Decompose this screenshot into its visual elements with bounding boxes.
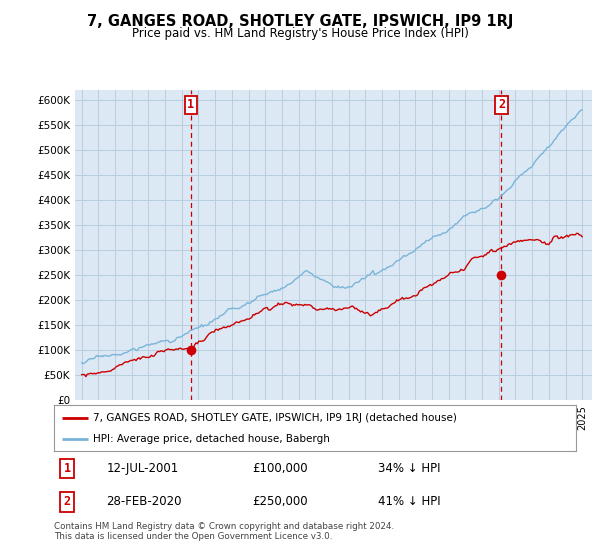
Text: 1: 1 [64,462,71,475]
Text: 2: 2 [64,496,71,508]
Text: Contains HM Land Registry data © Crown copyright and database right 2024.
This d: Contains HM Land Registry data © Crown c… [54,522,394,542]
Text: HPI: Average price, detached house, Babergh: HPI: Average price, detached house, Babe… [93,435,330,444]
Text: 7, GANGES ROAD, SHOTLEY GATE, IPSWICH, IP9 1RJ (detached house): 7, GANGES ROAD, SHOTLEY GATE, IPSWICH, I… [93,413,457,423]
Text: 1: 1 [187,98,194,111]
Text: 41% ↓ HPI: 41% ↓ HPI [377,496,440,508]
Text: Price paid vs. HM Land Registry's House Price Index (HPI): Price paid vs. HM Land Registry's House … [131,27,469,40]
Text: 2: 2 [498,98,505,111]
Text: 28-FEB-2020: 28-FEB-2020 [106,496,182,508]
Text: 7, GANGES ROAD, SHOTLEY GATE, IPSWICH, IP9 1RJ: 7, GANGES ROAD, SHOTLEY GATE, IPSWICH, I… [87,14,513,29]
Text: 34% ↓ HPI: 34% ↓ HPI [377,462,440,475]
Text: £100,000: £100,000 [253,462,308,475]
Text: £250,000: £250,000 [253,496,308,508]
Text: 12-JUL-2001: 12-JUL-2001 [106,462,178,475]
